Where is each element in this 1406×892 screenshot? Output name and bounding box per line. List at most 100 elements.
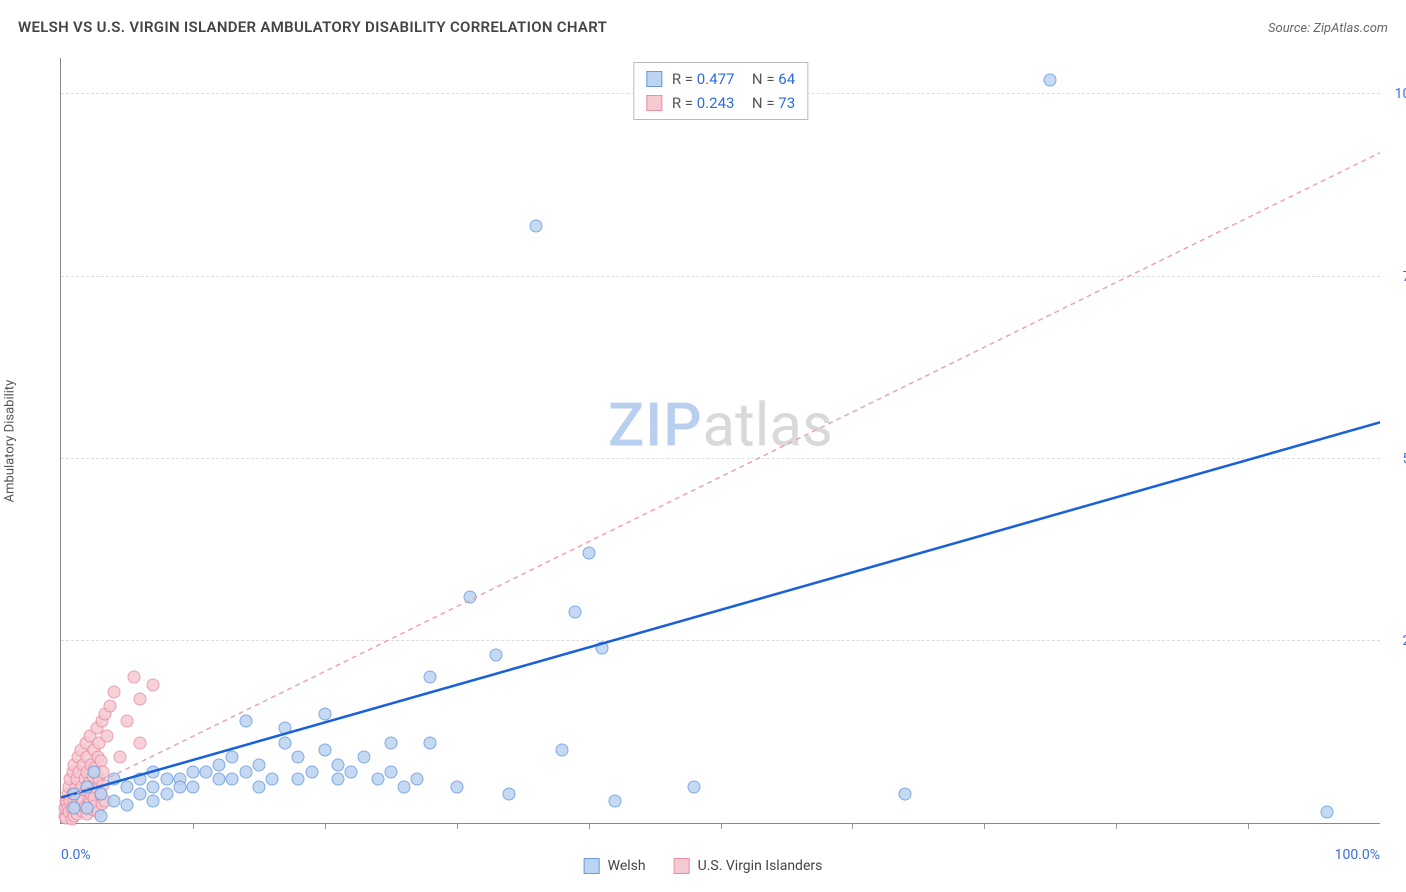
plot-area: ZIPatlas R = 0.477 N = 64 R = 0.243 N = … <box>60 58 1380 824</box>
data-point <box>529 219 542 232</box>
y-axis-label: Ambulatory Disability <box>3 380 18 503</box>
r-value-1: 0.243 <box>697 94 735 112</box>
xtick <box>1116 823 1117 829</box>
data-point <box>1321 806 1334 819</box>
chart-title: WELSH VS U.S. VIRGIN ISLANDER AMBULATORY… <box>18 18 607 36</box>
data-point <box>279 736 292 749</box>
data-point <box>424 671 437 684</box>
xtick <box>457 823 458 829</box>
data-point <box>1044 73 1057 86</box>
n-value-1: 73 <box>778 94 795 112</box>
data-point <box>101 729 114 742</box>
data-point <box>503 787 516 800</box>
data-point <box>345 766 358 779</box>
legend-swatch-welsh-bottom <box>584 858 600 874</box>
data-point <box>134 693 147 706</box>
data-point <box>94 809 107 822</box>
stats-row-usvi: R = 0.243 N = 73 <box>646 91 795 115</box>
data-point <box>107 773 120 786</box>
data-point <box>305 766 318 779</box>
ytick-label: 50.0% <box>1385 451 1406 467</box>
r-value-0: 0.477 <box>697 70 735 88</box>
data-point <box>595 642 608 655</box>
watermark-atlas: atlas <box>703 390 833 461</box>
data-point <box>899 787 912 800</box>
data-point <box>490 649 503 662</box>
data-point <box>103 700 116 713</box>
watermark: ZIPatlas <box>608 390 833 461</box>
data-point <box>81 780 94 793</box>
gridline-h <box>61 276 1380 277</box>
n-value-0: 64 <box>778 70 795 88</box>
trend-lines <box>61 58 1380 823</box>
xtick <box>193 823 194 829</box>
r-label-0: R = <box>672 70 693 88</box>
data-point <box>688 780 701 793</box>
xtick <box>589 823 590 829</box>
data-point <box>384 766 397 779</box>
gridline-h <box>61 458 1380 459</box>
xtick <box>325 823 326 829</box>
legend-label-usvi: U.S. Virgin Islanders <box>698 858 823 874</box>
data-point <box>147 766 160 779</box>
legend-swatch-usvi-bottom <box>674 858 690 874</box>
data-point <box>87 766 100 779</box>
data-point <box>160 787 173 800</box>
data-point <box>318 744 331 757</box>
data-point <box>81 802 94 815</box>
xtick-label: 0.0% <box>61 847 91 863</box>
ytick-label: 75.0% <box>1385 269 1406 285</box>
data-point <box>147 678 160 691</box>
chart-container: Ambulatory Disability ZIPatlas R = 0.477… <box>48 50 1388 832</box>
data-point <box>371 773 384 786</box>
data-point <box>107 685 120 698</box>
data-point <box>127 671 140 684</box>
data-point <box>582 547 595 560</box>
legend-label-welsh: Welsh <box>608 858 646 874</box>
data-point <box>226 773 239 786</box>
data-point <box>331 758 344 771</box>
data-point <box>239 715 252 728</box>
data-point <box>213 773 226 786</box>
watermark-zip: ZIP <box>608 390 702 461</box>
data-point <box>147 780 160 793</box>
gridline-h <box>61 640 1380 641</box>
trend-line <box>61 422 1380 797</box>
xtick <box>984 823 985 829</box>
data-point <box>292 773 305 786</box>
data-point <box>424 736 437 749</box>
trend-line <box>61 153 1380 801</box>
legend-item-welsh: Welsh <box>584 858 646 874</box>
r-label-1: R = <box>672 94 693 112</box>
data-point <box>134 773 147 786</box>
series-legend: Welsh U.S. Virgin Islanders <box>584 858 823 874</box>
data-point <box>226 751 239 764</box>
data-point <box>411 773 424 786</box>
data-point <box>186 780 199 793</box>
data-point <box>252 780 265 793</box>
xtick <box>852 823 853 829</box>
stats-row-welsh: R = 0.477 N = 64 <box>646 67 795 91</box>
n-label-0: N = <box>752 70 775 88</box>
stats-legend: R = 0.477 N = 64 R = 0.243 N = 73 <box>633 62 808 120</box>
xtick-label: 100.0% <box>1335 847 1380 863</box>
ytick-label: 100.0% <box>1385 86 1406 102</box>
data-point <box>292 751 305 764</box>
data-point <box>68 802 81 815</box>
data-point <box>463 591 476 604</box>
data-point <box>556 744 569 757</box>
data-point <box>358 751 371 764</box>
data-point <box>608 795 621 808</box>
xtick <box>1248 823 1249 829</box>
data-point <box>569 605 582 618</box>
data-point <box>318 707 331 720</box>
data-point <box>397 780 410 793</box>
chart-header: WELSH VS U.S. VIRGIN ISLANDER AMBULATORY… <box>18 18 1388 36</box>
data-point <box>134 787 147 800</box>
data-point <box>213 758 226 771</box>
ytick-label: 25.0% <box>1385 633 1406 649</box>
legend-swatch-welsh <box>646 71 662 87</box>
data-point <box>147 795 160 808</box>
data-point <box>173 780 186 793</box>
data-point <box>107 795 120 808</box>
